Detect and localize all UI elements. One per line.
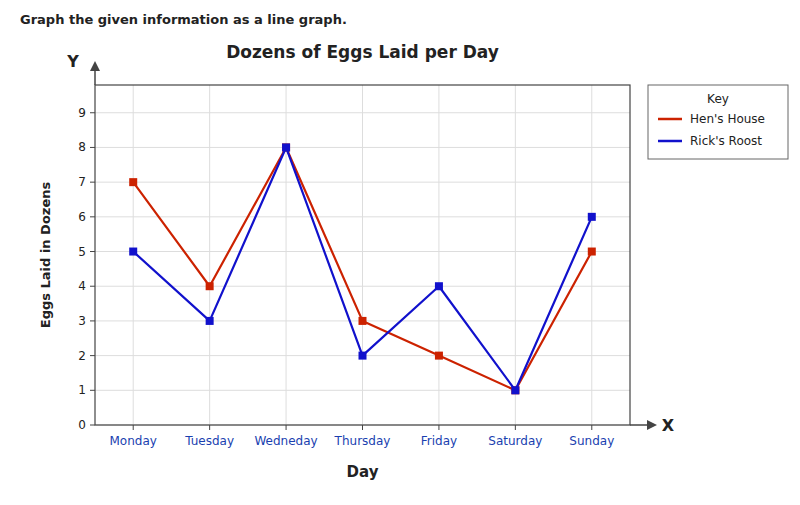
y-tick-label: 8 [78,140,86,154]
y-tick [90,286,95,287]
y-tick [90,182,95,183]
instruction: Graph the given information as a line gr… [20,12,347,27]
y-tick-label: 5 [78,245,86,259]
x-tick [286,425,287,430]
grid-line-x [209,85,210,425]
y-tick-label: 3 [78,314,86,328]
point [359,317,367,325]
x-axis-label: Day [347,463,379,481]
y-axis: 0 1 2 3 4 5 6 7 8 9 [78,106,95,432]
x-tick-label: Tuesday [184,434,234,448]
y-arrow [94,63,96,85]
grid [95,85,630,425]
point [129,178,137,186]
y-axis-label: Eggs Laid in Dozens [38,182,53,329]
x-tick-label: Wedneday [254,434,317,448]
x-tick [133,425,134,430]
x-tick [362,425,363,430]
legend-swatch [658,140,682,143]
grid-line-x [286,85,287,425]
y-arrow-label: Y [66,52,79,71]
y-tick [90,425,95,426]
grid-line-x [438,85,439,425]
plot-frame [95,85,630,425]
y-tick [90,147,95,148]
plot-data [129,143,596,394]
y-tick-label: 0 [78,418,86,432]
x-tick-label: Thursday [334,434,391,448]
x-arrow-label: X [662,416,675,435]
grid-line-x [362,85,363,425]
y-tick-label: 7 [78,175,86,189]
point [435,352,443,360]
y-tick [90,320,95,321]
y-tick [90,355,95,356]
legend-title: Key [707,92,729,106]
point [511,386,519,394]
x-tick-label: Friday [421,434,457,448]
y-tick [90,112,95,113]
y-tick-label: 6 [78,210,86,224]
y-tick-label: 9 [78,106,86,120]
point [206,282,214,290]
x-tick [591,425,592,430]
y-tick [90,390,95,391]
y-tick-label: 2 [78,349,86,363]
point [588,213,596,221]
x-tick [438,425,439,430]
y-tick-label: 4 [78,279,86,293]
y-tick [90,216,95,217]
grid-line-x [515,85,516,425]
point [588,248,596,256]
x-tick-label: Saturday [488,434,542,448]
series-line [133,147,592,390]
point [282,143,290,151]
y-tick-label: 1 [78,383,86,397]
title: Dozens of Eggs Laid per Day [226,42,499,62]
x-tick-label: Sunday [569,434,614,448]
series-line [133,147,592,390]
point [129,248,137,256]
point [206,317,214,325]
point [359,352,367,360]
legend-entry: Hen's House [690,112,765,126]
x-arrow [630,424,655,426]
x-axis: Monday Tuesday Wedneday Thursday Friday Satur… [110,425,615,448]
legend-swatch [658,118,682,121]
x-tick-label: Monday [110,434,157,448]
point [511,386,519,394]
x-tick [515,425,516,430]
legend-entry: Rick's Roost [690,134,762,148]
legend-box [648,85,788,159]
point [435,282,443,290]
y-tick [90,251,95,252]
x-tick [209,425,210,430]
point [282,143,290,151]
legend: Key Hen's House Rick's Roost [648,85,788,159]
chart: Graph the given information as a line gr… [0,0,800,505]
